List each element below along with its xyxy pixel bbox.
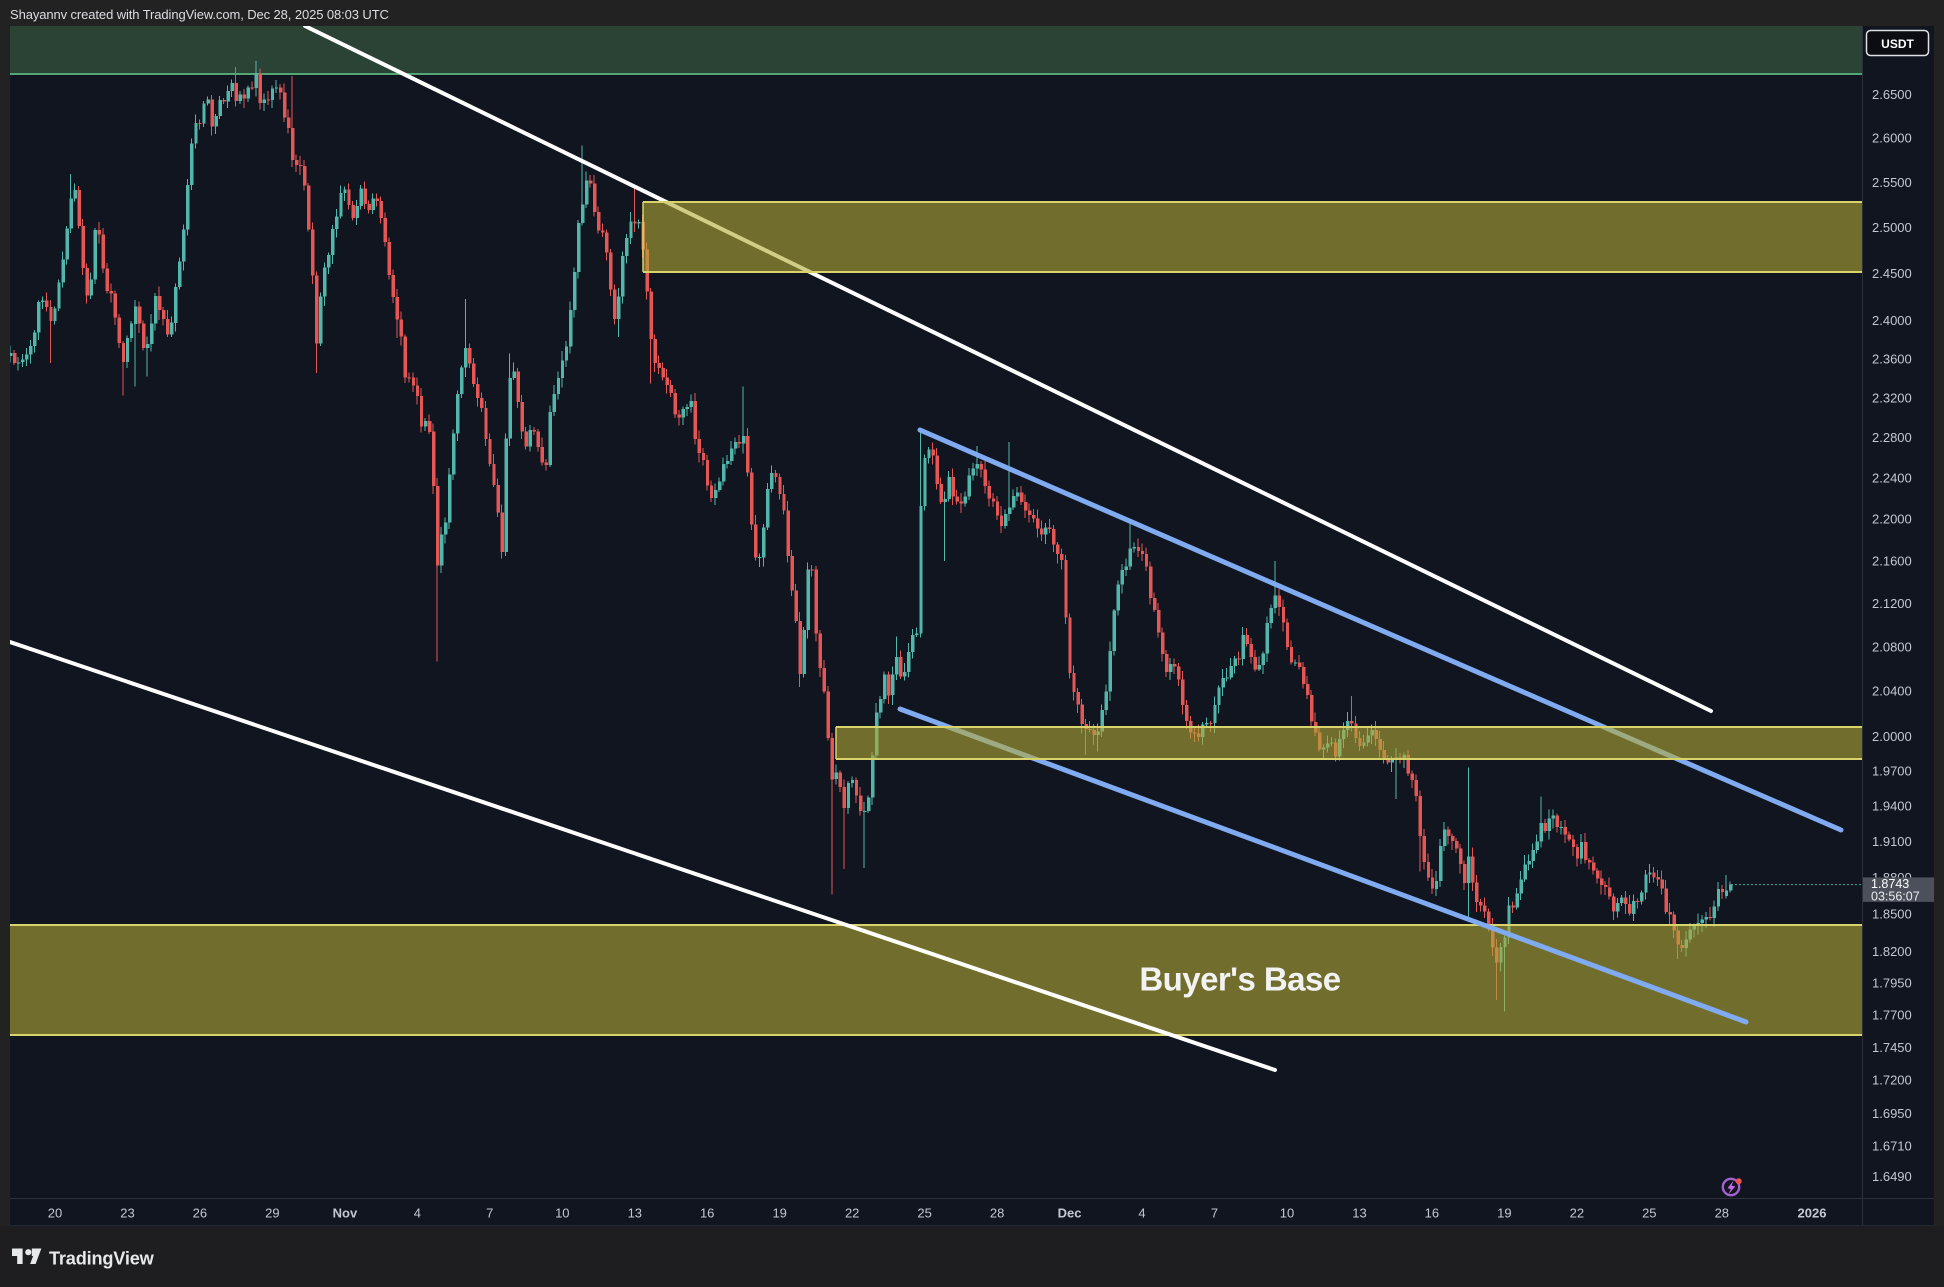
svg-text:03:56:07: 03:56:07: [1871, 890, 1920, 904]
svg-text:1.6710: 1.6710: [1872, 1139, 1912, 1154]
svg-text:20: 20: [48, 1206, 62, 1221]
svg-text:1.8743: 1.8743: [1871, 877, 1909, 891]
svg-text:2.6500: 2.6500: [1872, 87, 1912, 102]
svg-text:2.2400: 2.2400: [1872, 470, 1912, 485]
svg-text:13: 13: [1352, 1206, 1366, 1221]
svg-text:2.0000: 2.0000: [1872, 729, 1912, 744]
svg-text:1.9400: 1.9400: [1872, 798, 1912, 813]
svg-text:1.6490: 1.6490: [1872, 1169, 1912, 1184]
svg-text:2.3200: 2.3200: [1872, 390, 1912, 405]
svg-text:2.1200: 2.1200: [1872, 596, 1912, 611]
svg-text:1.8500: 1.8500: [1872, 907, 1912, 922]
svg-text:4: 4: [414, 1206, 421, 1221]
svg-text:26: 26: [193, 1206, 207, 1221]
svg-text:1.7950: 1.7950: [1872, 975, 1912, 990]
svg-text:4: 4: [1138, 1206, 1145, 1221]
svg-text:USDT: USDT: [1881, 37, 1914, 51]
svg-text:1.9100: 1.9100: [1872, 834, 1912, 849]
svg-text:Buyer's Base: Buyer's Base: [1139, 961, 1340, 998]
svg-text:29: 29: [265, 1206, 279, 1221]
svg-text:2.3600: 2.3600: [1872, 351, 1912, 366]
svg-text:2.5000: 2.5000: [1872, 220, 1912, 235]
svg-text:25: 25: [917, 1206, 931, 1221]
svg-text:2.4500: 2.4500: [1872, 266, 1912, 281]
svg-text:7: 7: [1211, 1206, 1218, 1221]
svg-text:13: 13: [628, 1206, 642, 1221]
svg-text:TradingView: TradingView: [49, 1249, 155, 1269]
svg-text:23: 23: [120, 1206, 134, 1221]
svg-text:16: 16: [1425, 1206, 1439, 1221]
svg-text:2026: 2026: [1798, 1206, 1827, 1221]
svg-text:1.8200: 1.8200: [1872, 944, 1912, 959]
svg-text:2.2800: 2.2800: [1872, 430, 1912, 445]
svg-text:16: 16: [700, 1206, 714, 1221]
svg-text:2.0400: 2.0400: [1872, 684, 1912, 699]
svg-text:1.7450: 1.7450: [1872, 1040, 1912, 1055]
svg-text:2.2000: 2.2000: [1872, 512, 1912, 527]
svg-text:10: 10: [1280, 1206, 1294, 1221]
svg-text:1.7200: 1.7200: [1872, 1073, 1912, 1088]
svg-text:2.1600: 2.1600: [1872, 553, 1912, 568]
svg-text:2.4000: 2.4000: [1872, 313, 1912, 328]
svg-text:22: 22: [1570, 1206, 1584, 1221]
svg-text:25: 25: [1642, 1206, 1656, 1221]
svg-text:2.5500: 2.5500: [1872, 175, 1912, 190]
svg-text:7: 7: [486, 1206, 493, 1221]
svg-text:Nov: Nov: [333, 1206, 358, 1221]
svg-text:28: 28: [1715, 1206, 1729, 1221]
svg-text:Dec: Dec: [1058, 1206, 1082, 1221]
svg-text:22: 22: [845, 1206, 859, 1221]
svg-text:1.7700: 1.7700: [1872, 1007, 1912, 1022]
svg-text:1.6950: 1.6950: [1872, 1106, 1912, 1121]
svg-text:10: 10: [555, 1206, 569, 1221]
svg-text:28: 28: [990, 1206, 1004, 1221]
svg-text:2.6000: 2.6000: [1872, 131, 1912, 146]
svg-text:19: 19: [1497, 1206, 1511, 1221]
svg-text:1.9700: 1.9700: [1872, 763, 1912, 778]
svg-text:19: 19: [772, 1206, 786, 1221]
svg-text:2.0800: 2.0800: [1872, 639, 1912, 654]
